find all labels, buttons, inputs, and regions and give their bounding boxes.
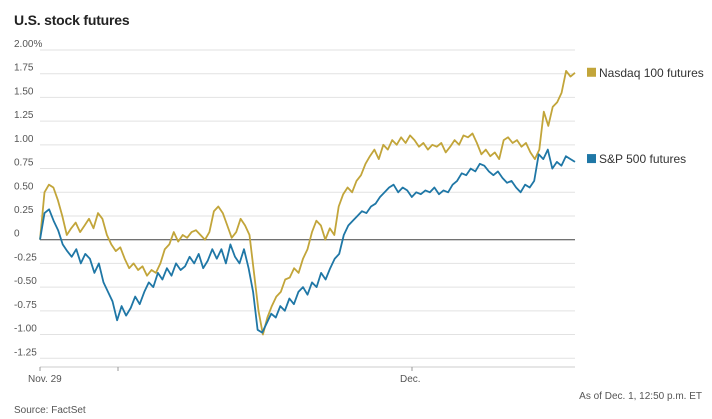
y-tick-label: 2.00%	[14, 39, 42, 50]
legend-swatch	[587, 154, 596, 164]
y-axis-ticks: 2.00% 1.75 1.50 1.25 1.00 0.75 0.50 0.25 0 -0.25 -…	[14, 39, 42, 358]
legend-swatch	[587, 67, 596, 77]
y-tick-label: 0.25	[14, 205, 34, 216]
x-tick-label: Dec.	[400, 374, 421, 385]
y-tick-label: 0.75	[14, 158, 34, 169]
y-tick-label: -0.25	[14, 252, 37, 263]
y-tick-label: -0.50	[14, 276, 37, 287]
y-tick-label: -1.25	[14, 347, 37, 358]
as-of-note: As of Dec. 1, 12:50 p.m. ET	[579, 391, 702, 402]
chart-title: U.S. stock futures	[14, 12, 130, 28]
y-tick-label: 0	[14, 229, 20, 240]
legend: Nasdaq 100 futures S&P 500 futures	[587, 66, 704, 166]
legend-label: Nasdaq 100 futures	[599, 66, 704, 80]
y-tick-label: -1.00	[14, 324, 37, 335]
sp500-series-line	[39, 148, 576, 334]
y-tick-label: -0.75	[14, 300, 37, 311]
x-tick-label: Nov. 29	[28, 374, 62, 385]
nasdaq-series-line	[39, 70, 576, 336]
source-note: Source: FactSet	[14, 405, 86, 416]
y-tick-label: 0.50	[14, 181, 34, 192]
series-lines	[39, 70, 576, 336]
y-tick-label: 1.25	[14, 110, 34, 121]
legend-label: S&P 500 futures	[599, 152, 686, 166]
x-axis-ticks: Nov. 29 Dec.	[28, 366, 575, 385]
y-tick-label: 1.75	[14, 63, 34, 74]
y-tick-label: 1.00	[14, 134, 34, 145]
y-tick-label: 1.50	[14, 86, 34, 97]
